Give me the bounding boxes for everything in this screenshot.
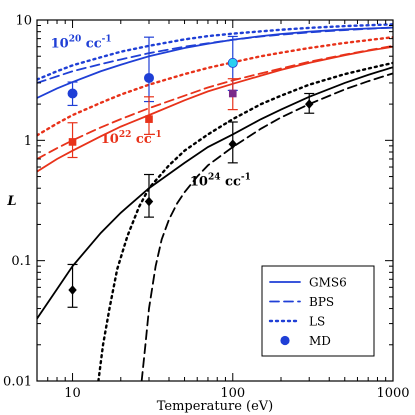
md-1e24-3-point [305,99,314,109]
y-tick-label: 0.1 [11,254,32,269]
md-1e24-2-point [228,139,237,149]
density-label-20: 1020 cc-1 [51,35,112,52]
x-tick-label: 1000 [376,386,409,401]
series-line-1e20-ls [37,23,393,81]
md-1e20-0-point [67,88,78,99]
series-line-1e24-ls [97,61,393,381]
y-tick-label: 10 [15,14,32,29]
y-axis-title: L [6,194,16,209]
md-1e24-1-point [144,196,154,207]
y-tick-label: 0.01 [3,375,32,390]
marker-layer [67,35,315,308]
x-tick-label: 100 [220,386,245,401]
legend-marker-md [280,335,290,346]
series-line-1e24-bps [140,72,393,381]
density-label-24: 1024 cc-1 [190,173,251,190]
series-line-1e24-gms6 [37,66,393,320]
series-line-1e22-bps [37,44,393,160]
y-tick-label: 1 [24,134,32,149]
legend: GMS6 BPS LS MD [261,265,375,357]
series-layer [37,23,393,381]
series-line-1e20-bps [37,26,393,84]
legend-label-ls: LS [309,315,325,329]
md-1e22-1-point [145,115,153,123]
legend-label-md: MD [309,334,331,348]
legend-label-gms6: GMS6 [309,276,347,290]
axis-layer: 10 100 1000 0.01 0.1 1 10 [3,14,410,402]
plot-frame [36,19,394,382]
x-axis-title: Temperature (eV) [157,399,274,414]
density-label-22: 1022 cc-1 [101,130,162,147]
md-1e22-2-point [228,89,237,98]
md-1e22-0-point [68,138,77,146]
md-1e20-1-point [143,72,154,83]
annotation-layer: 1020 cc-1 1022 cc-1 1024 cc-1 [51,35,251,190]
md-1e24-0-point [68,285,77,295]
md-1e20-2-point [227,57,238,68]
x-tick-label: 10 [64,386,81,401]
series-line-1e22-ls [37,35,393,137]
legend-label-bps: BPS [309,295,334,309]
